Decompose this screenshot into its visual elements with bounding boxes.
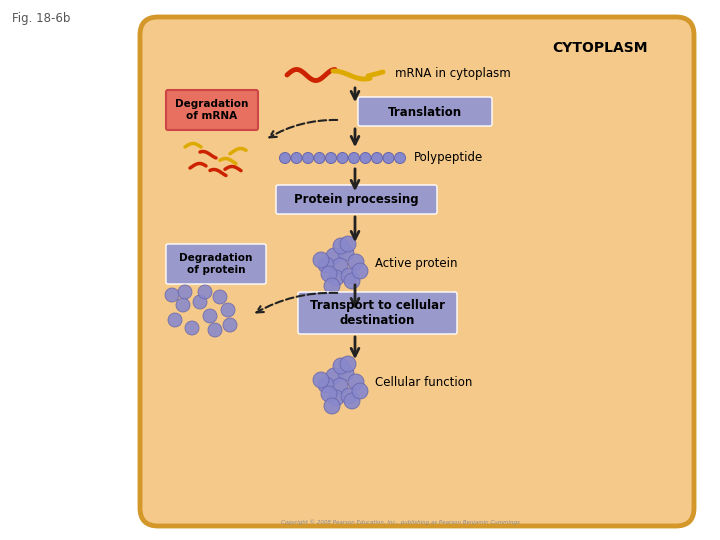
Circle shape (318, 377, 334, 393)
Circle shape (279, 152, 290, 164)
Text: Polypeptide: Polypeptide (413, 152, 482, 165)
Circle shape (344, 273, 360, 289)
Circle shape (221, 303, 235, 317)
Circle shape (324, 278, 340, 294)
Text: mRNA in cytoplasm: mRNA in cytoplasm (395, 66, 510, 79)
Circle shape (193, 295, 207, 309)
Circle shape (360, 152, 371, 164)
Circle shape (341, 388, 357, 404)
Circle shape (198, 285, 212, 299)
FancyBboxPatch shape (298, 292, 457, 334)
Circle shape (348, 254, 364, 270)
Circle shape (338, 365, 354, 381)
Circle shape (372, 152, 382, 164)
Circle shape (328, 270, 344, 286)
Circle shape (291, 152, 302, 164)
Circle shape (165, 288, 179, 302)
Circle shape (178, 285, 192, 299)
Circle shape (338, 245, 354, 261)
Circle shape (341, 268, 357, 284)
Circle shape (352, 383, 368, 399)
Text: Copyright © 2008 Pearson Education, Inc., publishing as Pearson Benjamin Cumming: Copyright © 2008 Pearson Education, Inc.… (281, 519, 519, 525)
Circle shape (332, 258, 348, 274)
Circle shape (313, 252, 329, 268)
Circle shape (333, 358, 349, 374)
Circle shape (321, 386, 337, 402)
Text: CYTOPLASM: CYTOPLASM (552, 41, 648, 55)
Circle shape (213, 290, 227, 304)
Circle shape (383, 152, 394, 164)
Circle shape (348, 152, 359, 164)
Circle shape (352, 263, 368, 279)
Circle shape (168, 313, 182, 327)
Circle shape (344, 393, 360, 409)
Circle shape (321, 266, 337, 282)
Text: Translation: Translation (388, 105, 462, 118)
Circle shape (337, 152, 348, 164)
FancyBboxPatch shape (358, 97, 492, 126)
FancyBboxPatch shape (276, 185, 437, 214)
FancyBboxPatch shape (140, 17, 694, 526)
Circle shape (324, 398, 340, 414)
Circle shape (208, 323, 222, 337)
Circle shape (348, 374, 364, 390)
Circle shape (340, 236, 356, 252)
Circle shape (203, 309, 217, 323)
Circle shape (314, 152, 325, 164)
FancyBboxPatch shape (166, 244, 266, 284)
Text: Fig. 18-6b: Fig. 18-6b (12, 12, 71, 25)
Circle shape (395, 152, 405, 164)
Circle shape (333, 238, 349, 254)
Circle shape (328, 390, 344, 406)
Text: Degradation
of mRNA: Degradation of mRNA (175, 99, 248, 121)
Text: Protein processing: Protein processing (294, 193, 418, 206)
Circle shape (340, 356, 356, 372)
Circle shape (326, 248, 342, 264)
Text: Transport to cellular
destination: Transport to cellular destination (310, 299, 444, 327)
Text: Degradation
of protein: Degradation of protein (179, 253, 253, 275)
Circle shape (185, 321, 199, 335)
Circle shape (325, 152, 336, 164)
Text: Active protein: Active protein (375, 256, 457, 269)
Circle shape (313, 372, 329, 388)
FancyBboxPatch shape (166, 90, 258, 130)
Circle shape (302, 152, 313, 164)
Circle shape (176, 298, 190, 312)
Circle shape (332, 378, 348, 394)
Circle shape (318, 257, 334, 273)
Circle shape (326, 368, 342, 384)
Circle shape (223, 318, 237, 332)
Text: Cellular function: Cellular function (375, 376, 472, 389)
